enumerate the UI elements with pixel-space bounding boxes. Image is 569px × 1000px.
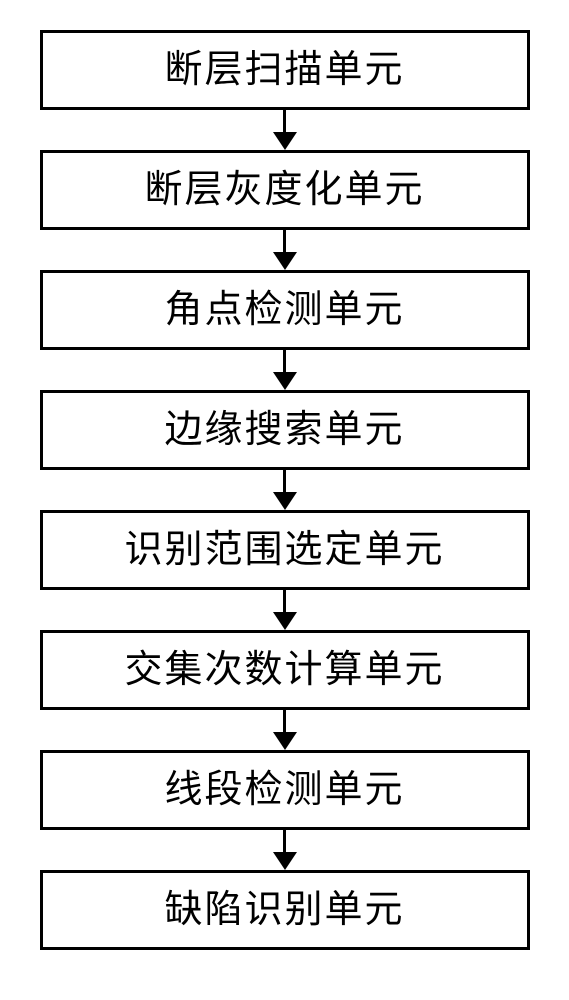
arrow-head-icon: [273, 132, 297, 150]
flow-arrow: [273, 470, 297, 510]
arrow-shaft: [283, 230, 286, 252]
flow-arrow: [273, 230, 297, 270]
arrow-head-icon: [273, 492, 297, 510]
flow-arrow: [273, 710, 297, 750]
flow-node-grayscale: 断层灰度化单元: [40, 150, 530, 230]
flow-node-intersection-count: 交集次数计算单元: [40, 630, 530, 710]
flow-node-label: 识别范围选定单元: [124, 531, 444, 569]
flow-node-label: 线段检测单元: [164, 771, 404, 809]
flow-node-label: 边缘搜索单元: [164, 411, 404, 449]
flow-arrow: [273, 830, 297, 870]
arrow-shaft: [283, 710, 286, 732]
flow-node-edge-search: 边缘搜索单元: [40, 390, 530, 470]
arrow-shaft: [283, 350, 286, 372]
flow-node-defect-recognize: 缺陷识别单元: [40, 870, 530, 950]
flow-node-label: 缺陷识别单元: [164, 891, 404, 929]
flow-node-label: 角点检测单元: [164, 291, 404, 329]
flow-node-scan: 断层扫描单元: [40, 30, 530, 110]
flow-node-label: 交集次数计算单元: [124, 651, 444, 689]
arrow-shaft: [283, 470, 286, 492]
flowchart-container: 断层扫描单元 断层灰度化单元 角点检测单元 边缘搜索单元 识别范围选定单元 交集…: [0, 0, 569, 950]
arrow-shaft: [283, 830, 286, 852]
flow-arrow: [273, 110, 297, 150]
flow-node-line-detect: 线段检测单元: [40, 750, 530, 830]
arrow-head-icon: [273, 852, 297, 870]
arrow-head-icon: [273, 372, 297, 390]
flow-node-range-select: 识别范围选定单元: [40, 510, 530, 590]
flow-arrow: [273, 350, 297, 390]
arrow-head-icon: [273, 252, 297, 270]
arrow-head-icon: [273, 612, 297, 630]
arrow-shaft: [283, 110, 286, 132]
arrow-head-icon: [273, 732, 297, 750]
flow-node-label: 断层灰度化单元: [144, 171, 424, 209]
flow-node-label: 断层扫描单元: [164, 51, 404, 89]
arrow-shaft: [283, 590, 286, 612]
flow-node-corner-detect: 角点检测单元: [40, 270, 530, 350]
flow-arrow: [273, 590, 297, 630]
